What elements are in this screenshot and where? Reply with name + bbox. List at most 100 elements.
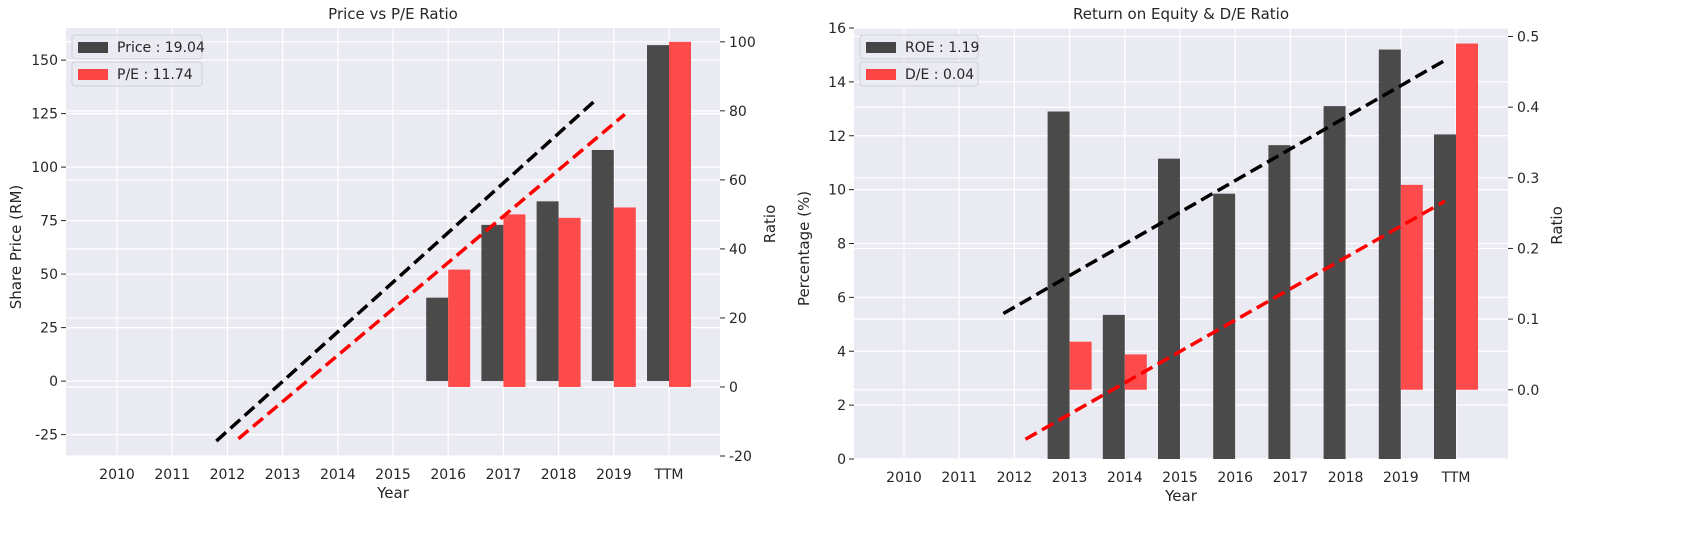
x-tick-label: 2016 xyxy=(430,467,466,483)
legend-label: P/E : 11.74 xyxy=(117,67,193,83)
legend-swatch xyxy=(78,42,108,53)
trendlines xyxy=(215,97,626,443)
bar xyxy=(1158,158,1180,459)
trendline xyxy=(215,97,599,443)
bar xyxy=(558,217,581,387)
trendline xyxy=(237,112,626,441)
x-tick-label: 2014 xyxy=(1107,470,1143,486)
legend-entry: ROE : 1.19 xyxy=(859,34,979,60)
y-right-tick-label: -20 xyxy=(729,449,752,465)
trendline xyxy=(1002,58,1446,316)
x-tick-label: TTM xyxy=(1441,470,1471,486)
y-axis-label: Percentage (%) xyxy=(795,191,813,306)
bar xyxy=(647,45,669,382)
y-tick-label: 150 xyxy=(31,53,58,69)
x-tick-label: 2014 xyxy=(320,467,356,483)
x-tick-label: 2010 xyxy=(886,470,922,486)
y-tick-label: 8 xyxy=(837,237,846,253)
y-tick-label: -25 xyxy=(35,428,58,444)
legend-swatch xyxy=(866,69,896,80)
bar xyxy=(1400,184,1423,390)
x-tick-label: 2012 xyxy=(210,467,246,483)
x-tick-label: 2012 xyxy=(997,470,1033,486)
y-right-tick-label: 0.0 xyxy=(1517,383,1539,399)
price-pe-chart: -25 0 25 50 75 100 125 150 -20 0 20 40 60 80 100 2010… xyxy=(7,5,779,502)
y-tick-label: 25 xyxy=(40,321,58,337)
x-tick-label: 2015 xyxy=(375,467,411,483)
left-axis-ticks: 0 2 4 6 8 10 12 14 16 xyxy=(828,21,854,468)
legend-label: ROE : 1.19 xyxy=(905,40,979,56)
legend-label: Price : 19.04 xyxy=(117,40,205,56)
right-axis-ticks: 0.0 0.1 0.2 0.3 0.4 0.5 xyxy=(1508,29,1539,399)
bar xyxy=(1069,341,1092,390)
x-tick-label: 2010 xyxy=(99,467,135,483)
x-tick-label: 2018 xyxy=(1328,470,1364,486)
legend-entry: P/E : 11.74 xyxy=(71,61,203,87)
trendlines xyxy=(1002,58,1446,441)
x-tick-label: 2013 xyxy=(265,467,301,483)
legend: ROE : 1.19 D/E : 0.04 xyxy=(859,34,979,87)
y-right-tick-label: 0.3 xyxy=(1517,171,1539,187)
bar xyxy=(481,224,504,382)
y-right-tick-label: 0.1 xyxy=(1517,312,1539,328)
y-tick-label: 6 xyxy=(837,290,846,306)
bar xyxy=(1456,43,1478,390)
x-tick-label: 2016 xyxy=(1217,470,1253,486)
x-tick-label: 2017 xyxy=(1273,470,1309,486)
y-right-tick-label: 0.5 xyxy=(1517,29,1539,45)
bars xyxy=(426,41,691,387)
bar xyxy=(1102,314,1125,459)
y-axis-label: Share Price (RM) xyxy=(7,185,25,309)
y-tick-label: 125 xyxy=(31,107,58,123)
y-tick-label: 14 xyxy=(828,75,846,91)
y-right-tick-label: 20 xyxy=(729,311,747,327)
bar xyxy=(1047,111,1070,459)
x-tick-label: 2013 xyxy=(1052,470,1088,486)
x-tick-label: 2018 xyxy=(541,467,577,483)
y-tick-label: 100 xyxy=(31,160,58,176)
y-tick-label: 0 xyxy=(837,452,846,468)
x-tick-label: 2017 xyxy=(486,467,522,483)
x-tick-label: TTM xyxy=(654,467,684,483)
legend-label: D/E : 0.04 xyxy=(905,67,974,83)
y-right-tick-label: 100 xyxy=(729,35,756,51)
y-right-tick-label: 80 xyxy=(729,104,747,120)
y-tick-label: 50 xyxy=(40,267,58,283)
y-tick-label: 10 xyxy=(828,183,846,199)
x-tick-label: 2011 xyxy=(154,467,190,483)
left-axis-ticks: -25 0 25 50 75 100 125 150 xyxy=(31,53,66,444)
trendline xyxy=(1024,199,1446,441)
right-axis-ticks: -20 0 20 40 60 80 100 xyxy=(720,35,756,465)
x-tick-label: 2015 xyxy=(1162,470,1198,486)
y-tick-label: 2 xyxy=(837,398,846,414)
x-axis-label: Year xyxy=(1164,487,1198,505)
x-tick-label: 2011 xyxy=(941,470,977,486)
y-tick-label: 12 xyxy=(828,129,846,145)
bar xyxy=(448,269,471,387)
bar xyxy=(503,214,526,387)
y-right-tick-label: 0.4 xyxy=(1517,100,1539,116)
bar xyxy=(1323,106,1346,460)
legend-entry: D/E : 0.04 xyxy=(859,61,979,87)
y-axis-right-label: Ratio xyxy=(761,205,779,244)
bar xyxy=(613,207,636,387)
bar xyxy=(536,201,559,382)
bar xyxy=(1378,49,1401,460)
legend-swatch xyxy=(78,69,108,80)
y-right-tick-label: 0.2 xyxy=(1517,241,1539,257)
y-tick-label: 0 xyxy=(49,374,58,390)
chart-title: Return on Equity & D/E Ratio xyxy=(1073,5,1289,23)
bars xyxy=(1047,43,1478,460)
y-right-tick-label: 0 xyxy=(729,380,738,396)
bar xyxy=(426,297,449,382)
y-right-tick-label: 60 xyxy=(729,173,747,189)
y-right-tick-label: 40 xyxy=(729,242,747,258)
y-tick-label: 4 xyxy=(837,344,846,360)
legend-swatch xyxy=(866,42,896,53)
bar xyxy=(669,41,691,387)
legend: Price : 19.04 P/E : 11.74 xyxy=(71,34,205,87)
y-tick-label: 75 xyxy=(40,214,58,230)
y-axis-right-label: Ratio xyxy=(1548,206,1566,245)
